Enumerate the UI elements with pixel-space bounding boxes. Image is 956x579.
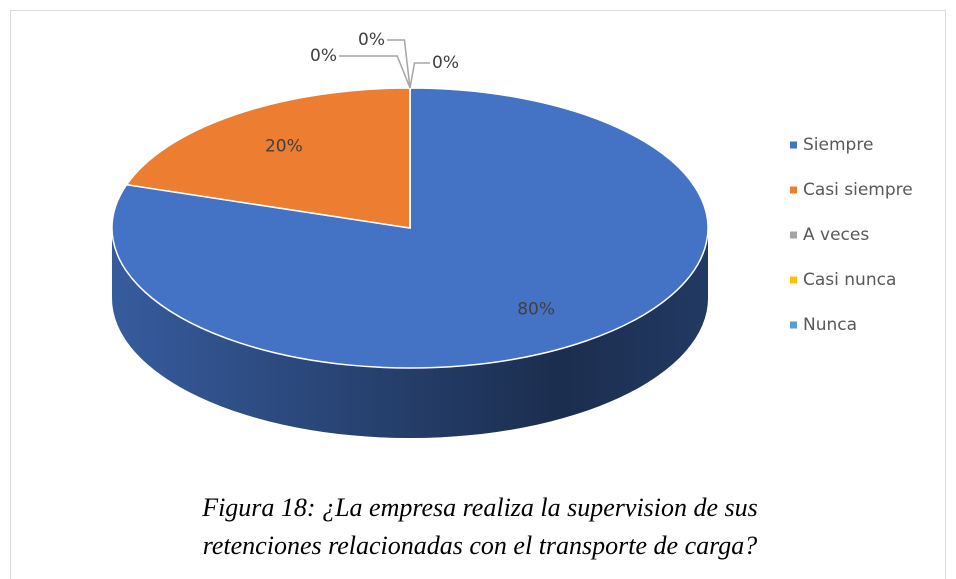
legend-label: Casi nunca xyxy=(803,270,896,290)
pie-side-shade xyxy=(112,228,708,438)
leader-line xyxy=(387,39,411,89)
data-label: 0% xyxy=(358,30,385,50)
legend-label: Casi siempre xyxy=(803,180,913,200)
data-label: 0% xyxy=(432,53,459,73)
pie-slice xyxy=(125,87,411,229)
legend-swatch xyxy=(790,276,797,284)
legend-label: Nunca xyxy=(803,315,857,335)
legend-swatch xyxy=(790,186,797,194)
leader-line xyxy=(409,62,430,89)
data-label: 80% xyxy=(517,300,555,320)
legend-label: Siempre xyxy=(803,135,873,155)
legend-label: A veces xyxy=(803,225,869,245)
data-label: 0% xyxy=(310,46,337,66)
caption: retenciones relacionadas con el transpor… xyxy=(203,531,758,560)
caption: Figura 18: ¿La empresa realiza la superv… xyxy=(201,493,758,522)
chart-frame xyxy=(10,10,946,579)
legend-swatch xyxy=(790,141,797,149)
legend-swatch xyxy=(790,321,797,329)
leader-line xyxy=(339,55,411,89)
data-label: 20% xyxy=(265,136,303,156)
legend-swatch xyxy=(790,231,797,239)
